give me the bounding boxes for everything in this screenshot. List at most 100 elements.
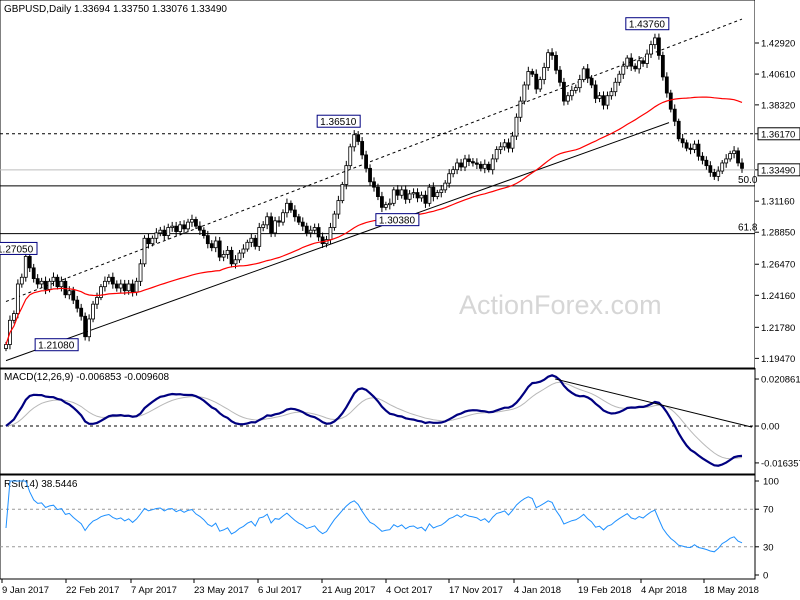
candle [629,53,634,71]
candle-body [23,256,28,278]
macd-y-axis: 0.020861 0.00 -0.016357 [755,375,800,469]
candle [356,131,361,146]
candle-body [245,241,250,250]
candle-body [146,237,151,245]
candle [249,233,254,248]
candle [15,279,20,319]
candle-body [376,186,380,197]
candle-body [526,71,531,86]
candle-body [573,87,578,91]
candle [506,138,511,153]
candle-body [724,158,729,164]
candle [110,272,115,289]
candle-body [494,149,499,160]
candle [597,92,602,103]
candle-body [455,162,459,171]
candle-body [194,219,198,227]
candle [364,150,368,173]
candle [657,33,661,60]
candle-body [506,142,511,149]
candle-body [201,229,206,236]
candle-body [154,232,159,239]
price-y-axis: 1.42920 1.40610 1.38320 1.36170 1.33490 1.311… [755,39,800,365]
candle [510,131,515,153]
x-tick-label: 6 Jul 2017 [258,585,302,596]
candle [59,276,64,292]
candle-body [498,146,503,150]
candle [641,57,645,67]
candle-body [728,153,733,160]
candle [332,210,337,231]
candle [269,212,274,238]
candle [728,150,733,162]
candle [565,92,570,105]
rsi-plot [0,480,755,553]
candle-body [530,71,535,75]
candle-body [692,143,697,150]
candle [498,142,503,155]
candle-body [162,229,167,236]
candle-body [95,297,99,305]
candle-body [700,155,705,161]
candle [340,181,345,204]
candle-body [126,283,131,292]
candle [23,252,28,282]
candle-body [672,108,677,122]
candle-body [174,225,179,232]
candle-body [99,286,103,298]
candle [554,51,558,75]
candle-body [43,280,48,290]
candle-body [478,163,483,169]
candle-body [83,315,88,338]
candle-body [653,37,657,46]
candle-body [261,224,266,228]
rsi-panel: RSI(14) 38.5446 100 70 30 0 [0,474,779,582]
candle [427,183,432,207]
candle [435,189,440,200]
fib-50-label: 50.0 [738,175,758,186]
rsi-y-axis: 100 70 30 0 [755,477,779,582]
candle-body [601,95,606,106]
candle-body [47,280,52,290]
candle-body [419,194,424,199]
price-axis-bg [755,0,800,368]
candle-body [336,200,341,215]
candle-body [39,280,44,285]
candle-body [178,224,183,232]
candle [142,235,147,267]
candle [704,156,709,170]
candle [486,161,491,173]
candle-body [657,37,661,56]
candle-body [510,135,515,149]
candle-body [538,79,543,90]
candle [601,91,606,110]
candle-body [332,213,337,228]
candle [174,221,179,236]
candle [407,190,412,204]
candle-body [304,225,309,234]
annotation-box [316,114,361,128]
candle [344,160,349,190]
price-tick-label: 1.31160 [761,197,795,208]
macd-line [5,374,743,467]
candle-body [344,165,349,185]
candle-body [75,299,80,309]
candle-body [380,196,384,208]
candle [360,137,365,160]
annotation-label: 1.36510 [320,117,357,128]
candle-body [312,227,317,231]
candle [277,216,281,227]
candle [83,312,88,341]
candle-body [35,278,40,285]
candle [391,187,396,207]
candle [336,195,341,219]
candle [348,143,353,169]
candle [467,154,471,167]
candle [27,252,32,273]
candle-body [150,237,155,245]
candle [700,152,705,165]
candle [558,66,562,87]
candle [625,55,630,70]
candle [443,180,448,193]
candle-body [27,256,32,269]
